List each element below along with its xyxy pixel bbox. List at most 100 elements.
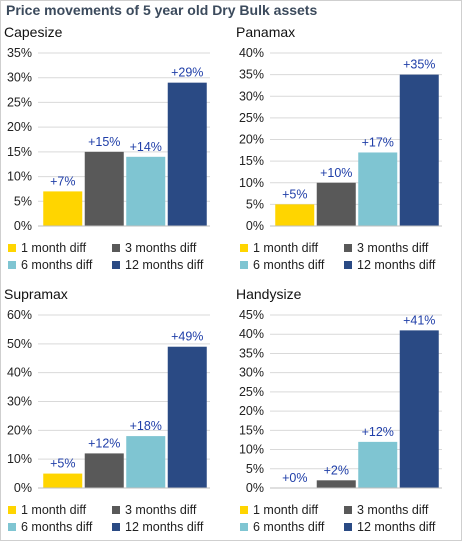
chart-capesize-plot: 0% 5% 10% 15% 20% 25% 30% 35% +7% +15% +14% +29% [7,46,210,233]
legend-swatch [112,523,120,531]
legend-item-6-months: 6 months diff [240,258,324,272]
y-tick-label: 10% [7,452,32,466]
data-label-12-months: +49% [171,330,203,344]
chart-panamax-title: Panamax [236,24,296,40]
legend-item-1-month: 1 month diff [240,503,318,517]
chart-supramax-title: Supramax [4,286,68,302]
legend-label: 6 months diff [21,258,93,272]
data-label-6-months: +12% [362,425,394,439]
legend-label: 3 months diff [357,241,429,255]
bar-3-months [84,151,124,226]
legend-item-1-month: 1 month diff [8,241,86,255]
data-label-1-month: +0% [282,471,307,485]
y-tick-label: 5% [246,462,264,476]
legend-item-12-months: 12 months diff [112,258,203,272]
legend-label: 12 months diff [125,258,204,272]
legend-swatch [240,244,248,252]
y-tick-label: 0% [14,481,32,495]
legend-label: 12 months diff [125,520,204,534]
bar-3-months [316,480,356,488]
bar-6-months [358,441,398,488]
bar-3-months [84,453,124,488]
y-tick-label: 35% [239,346,264,360]
y-tick-label: 30% [7,395,32,409]
legend-item-12-months: 12 months diff [344,520,435,534]
legend-item-12-months: 12 months diff [344,258,435,272]
legend-label: 1 month diff [253,503,319,517]
legend-label: 6 months diff [21,520,93,534]
y-tick-label: 0% [246,481,264,495]
legend-swatch [344,244,352,252]
bar-3-months [316,182,356,226]
y-tick-label: 10% [7,170,32,184]
y-tick-label: 60% [7,308,32,322]
data-label-1-month: +5% [282,187,307,201]
y-tick-label: 10% [239,443,264,457]
chart-capesize-legend: 1 month diff 3 months diff 6 months diff 12… [8,241,230,275]
y-tick-label: 45% [239,308,264,322]
legend-label: 6 months diff [253,520,325,534]
y-tick-label: 20% [7,120,32,134]
legend-swatch [240,261,248,269]
y-tick-label: 30% [239,366,264,380]
chart-capesize: Capesize 0% 5% 10% 15% 20% 25% 30% 35% +7% +15% +14… [4,24,230,279]
legend-label: 6 months diff [253,258,325,272]
legend-swatch [112,261,120,269]
y-tick-label: 50% [7,337,32,351]
y-tick-label: 40% [239,46,264,60]
chart-supramax-plot: 0% 10% 20% 30% 40% 50% 60% +5% +12% +18% +49% [7,308,210,495]
y-tick-label: 5% [246,197,264,211]
data-label-12-months: +29% [171,66,203,80]
data-label-3-months: +15% [88,135,120,149]
figure-title: Price movements of 5 year old Dry Bulk a… [6,2,318,18]
legend-swatch [112,506,120,514]
bar-12-months [167,346,207,488]
chart-panamax-plot: 0% 5% 10% 15% 20% 25% 30% 35% 40% +5% +10% +17% +35% [239,46,442,233]
data-label-1-month: +5% [50,457,75,471]
legend-item-1-month: 1 month diff [240,241,318,255]
bar-12-months [399,74,439,226]
y-tick-label: 20% [239,133,264,147]
legend-swatch [8,244,16,252]
legend-item-6-months: 6 months diff [8,258,92,272]
y-tick-label: 20% [7,423,32,437]
bar-12-months [167,82,207,227]
legend-swatch [8,523,16,531]
y-tick-label: 15% [239,154,264,168]
chart-capesize-title: Capesize [4,24,63,40]
y-tick-label: 25% [7,95,32,109]
legend-swatch [344,506,352,514]
bar-6-months [358,152,398,226]
legend-label: 12 months diff [357,520,436,534]
chart-supramax: Supramax 0% 10% 20% 30% 40% 50% 60% +5% +12% +18% +… [4,286,230,541]
y-tick-label: 30% [239,89,264,103]
legend-label: 3 months diff [125,503,197,517]
bar-1-month [43,473,83,488]
legend-label: 12 months diff [357,258,436,272]
legend-item-3-months: 3 months diff [112,503,196,517]
legend-label: 1 month diff [21,503,87,517]
y-tick-label: 5% [14,194,32,208]
legend-swatch [8,261,16,269]
y-tick-label: 30% [7,71,32,85]
legend-item-12-months: 12 months diff [112,520,203,534]
data-label-3-months: +10% [320,166,352,180]
y-tick-label: 25% [239,385,264,399]
bar-6-months [126,436,166,488]
y-tick-label: 35% [239,68,264,82]
chart-supramax-legend: 1 month diff 3 months diff 6 months diff 12… [8,503,230,537]
chart-handysize-title: Handysize [236,286,302,302]
y-tick-label: 10% [239,176,264,190]
data-label-3-months: +12% [88,436,120,450]
legend-swatch [344,261,352,269]
data-label-12-months: +35% [403,58,435,72]
y-tick-label: 15% [7,145,32,159]
legend-label: 1 month diff [21,241,87,255]
data-label-12-months: +41% [403,313,435,327]
legend-item-3-months: 3 months diff [344,241,428,255]
legend-item-1-month: 1 month diff [8,503,86,517]
legend-item-6-months: 6 months diff [8,520,92,534]
legend-swatch [8,506,16,514]
y-tick-label: 40% [239,327,264,341]
bar-1-month [275,204,315,226]
